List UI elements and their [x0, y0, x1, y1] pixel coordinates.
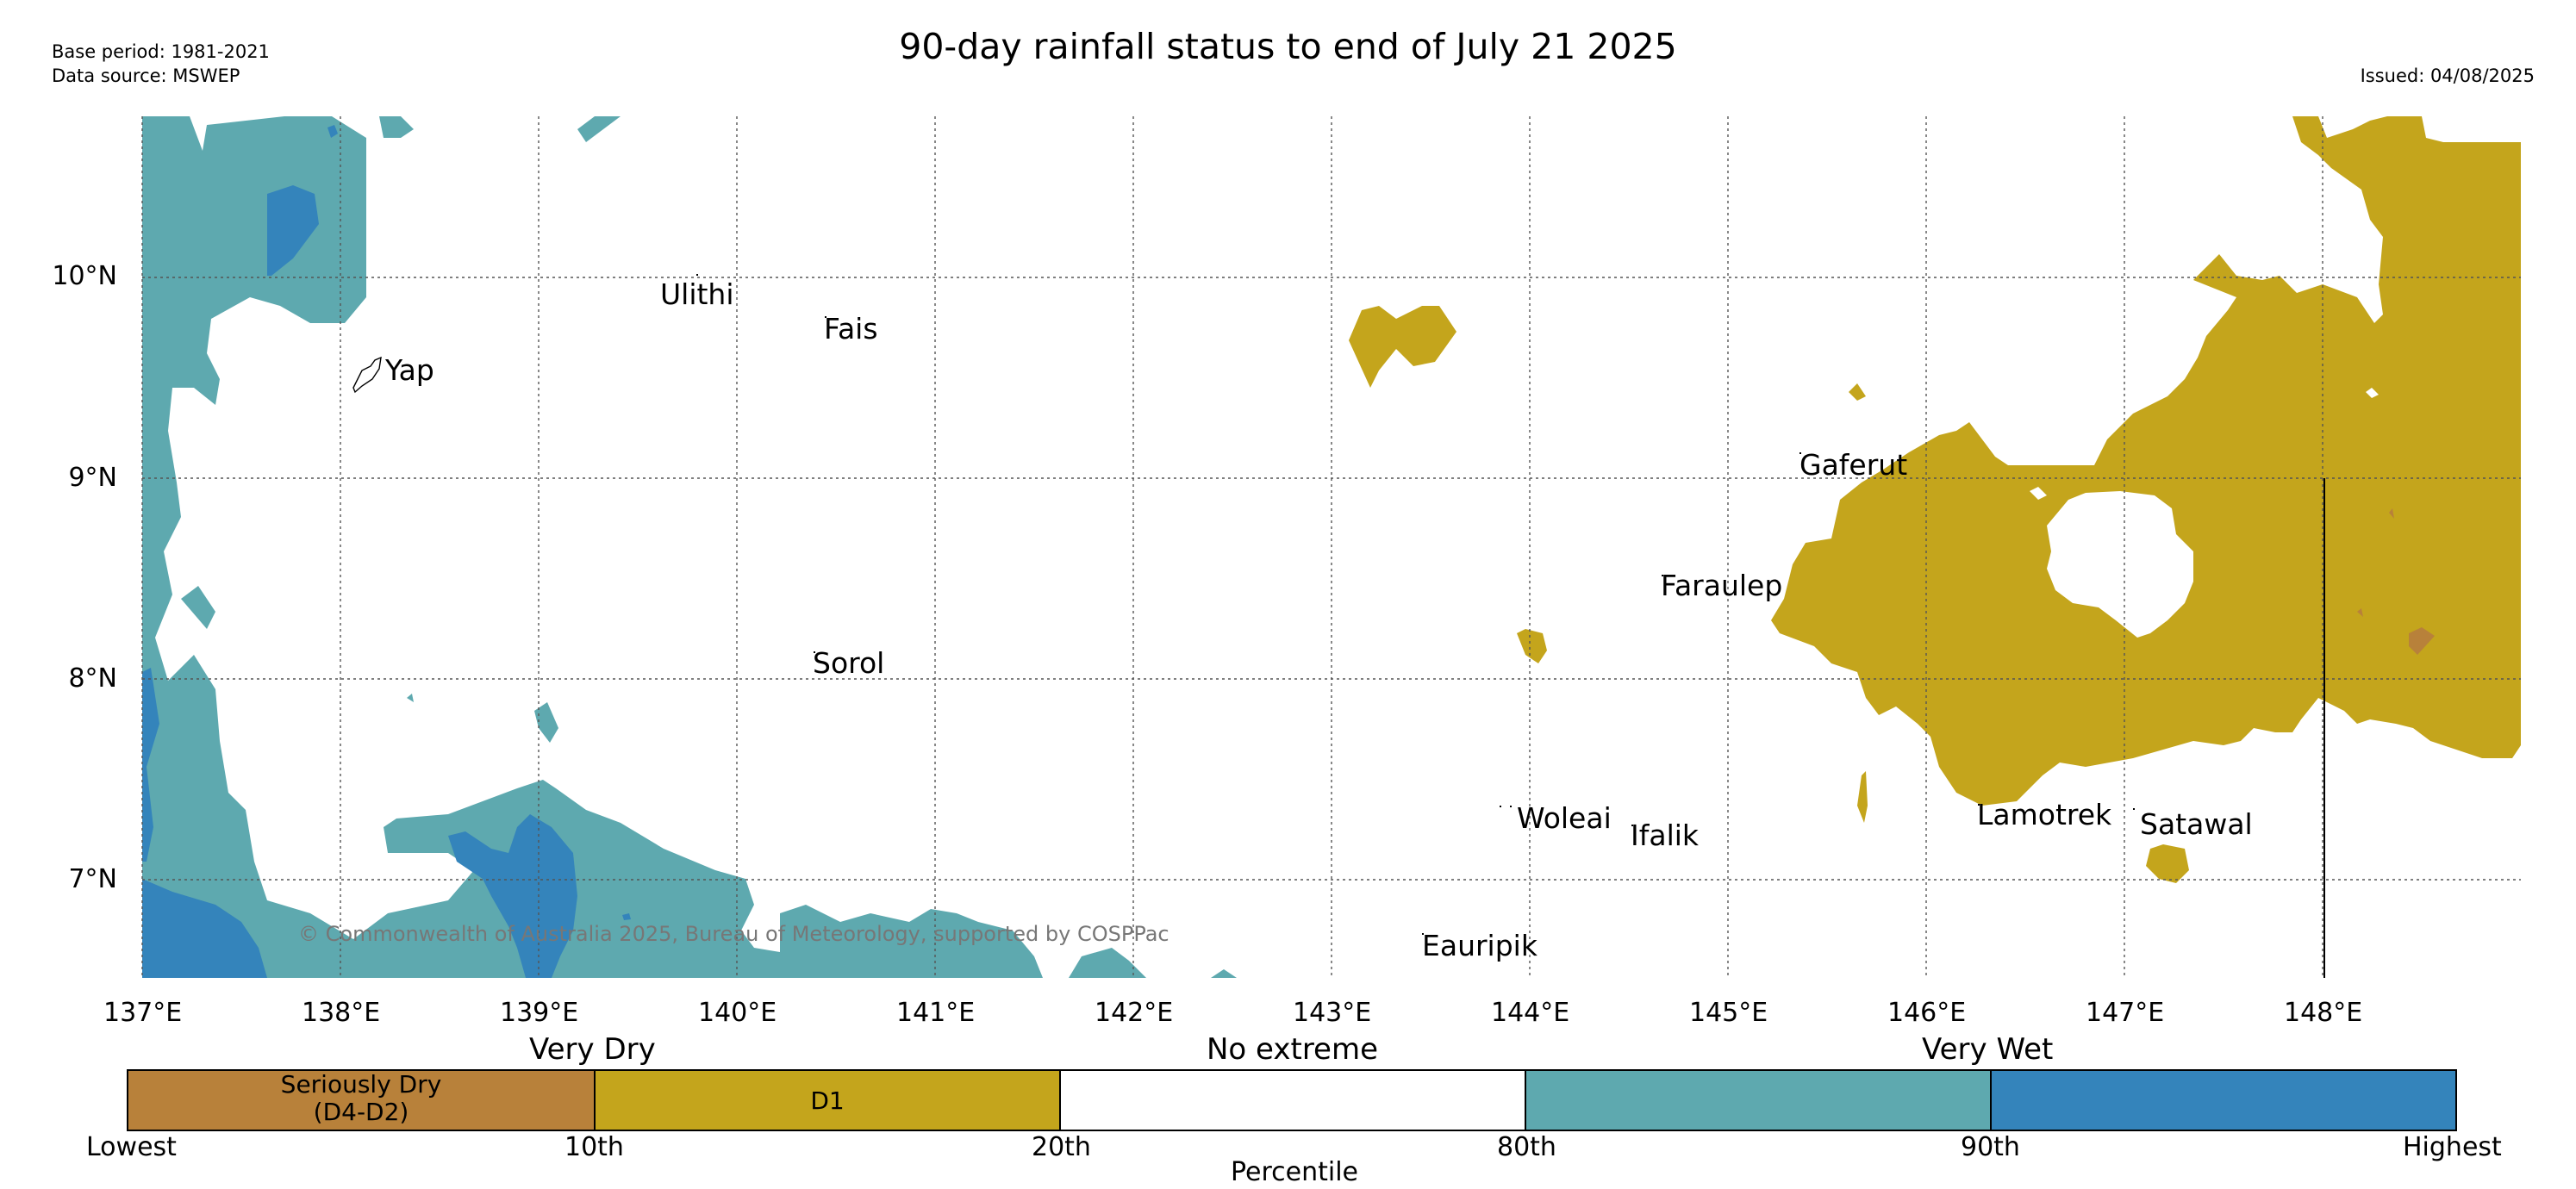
- legend-tick-lowest: Lowest: [86, 1132, 177, 1162]
- lon-tick: 141°E: [896, 998, 976, 1028]
- place-ulithi: Ulithi: [660, 277, 734, 311]
- very-wet-regions: [142, 125, 631, 978]
- place-lamotrek: Lamotrek: [1977, 798, 2112, 831]
- legend-tick-90th: 90th: [1961, 1132, 2020, 1162]
- lon-tick: 143°E: [1293, 998, 1372, 1028]
- yap-island: [352, 356, 382, 394]
- lon-tick: 146°E: [1887, 998, 1967, 1028]
- dry-d1-regions: [1349, 116, 2521, 883]
- lat-tick-8n: 8°N: [68, 663, 117, 694]
- lon-tick: 140°E: [698, 998, 777, 1028]
- legend-tick-80th: 80th: [1497, 1132, 1556, 1162]
- place-faraulep: Faraulep: [1661, 569, 1783, 602]
- legend-swatch-80-90: [1525, 1070, 1991, 1130]
- place-satawal: Satawal: [2140, 807, 2253, 841]
- lon-tick: 145°E: [1689, 998, 1768, 1028]
- legend-group-no-extreme: No extreme: [1207, 1032, 1379, 1067]
- lon-tick: 147°E: [2086, 998, 2165, 1028]
- legend-tick-highest: Highest: [2403, 1132, 2502, 1162]
- legend-swatch-90-plus: [1991, 1070, 2456, 1130]
- place-ifalik: Ifalik: [1631, 819, 1700, 852]
- place-eauripik: Eauripik: [1422, 929, 1537, 962]
- legend-group-very-wet: Very Wet: [1922, 1032, 2054, 1067]
- place-gaferut: Gaferut: [1799, 448, 1908, 482]
- map-title: 90-day rainfall status to end of July 21…: [899, 26, 1677, 67]
- legend-swatch-no-extreme: [1060, 1070, 1525, 1130]
- island-markers: [696, 274, 2135, 935]
- lon-tick: 139°E: [500, 998, 579, 1028]
- lat-tick-10n: 10°N: [52, 261, 117, 291]
- legend-label-seriously-dry: Seriously Dry (D4-D2): [280, 1070, 442, 1126]
- legend-label-d1: D1: [810, 1086, 845, 1115]
- issued-date: Issued: 04/08/2025: [2360, 65, 2535, 86]
- lon-tick: 142°E: [1095, 998, 1174, 1028]
- map-grid: [141, 116, 2521, 978]
- place-woleai: Woleai: [1517, 801, 1612, 835]
- legend-swatch-d1: [595, 1070, 1060, 1130]
- lon-tick: 138°E: [302, 998, 381, 1028]
- base-period: Base period: 1981-2021: [52, 41, 270, 62]
- lat-tick-7n: 7°N: [68, 864, 117, 894]
- legend-tick-10th: 10th: [564, 1132, 624, 1162]
- seriously-dry-regions: [2357, 508, 2435, 655]
- lon-tick: 137°E: [103, 998, 183, 1028]
- lon-tick: 144°E: [1491, 998, 1570, 1028]
- lon-tick: 148°E: [2284, 998, 2363, 1028]
- legend-axis-label: Percentile: [1231, 1157, 1359, 1187]
- place-fais: Fais: [824, 312, 878, 345]
- data-source: Data source: MSWEP: [52, 65, 240, 86]
- copyright-notice: © Commonwealth of Australia 2025, Bureau…: [298, 922, 1169, 946]
- place-sorol: Sorol: [813, 646, 885, 680]
- wet-regions: [142, 116, 1237, 978]
- place-yap: Yap: [385, 353, 434, 387]
- legend-group-very-dry: Very Dry: [529, 1032, 656, 1067]
- legend-swatch-seriously-dry: [128, 1070, 595, 1130]
- legend-tick-20th: 20th: [1032, 1132, 1091, 1162]
- lat-tick-9n: 9°N: [68, 463, 117, 493]
